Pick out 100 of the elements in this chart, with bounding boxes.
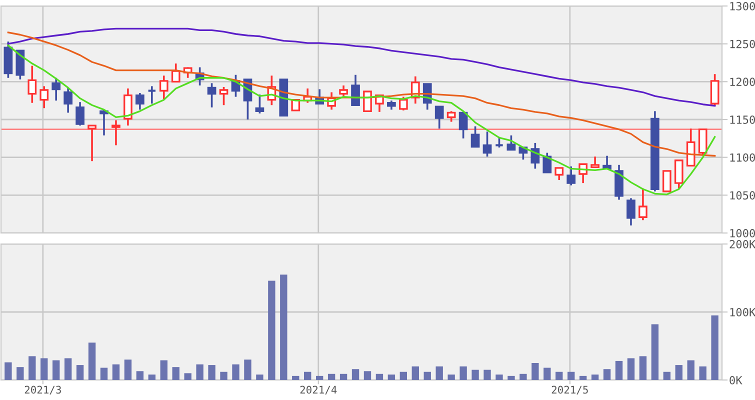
candlestick — [398, 96, 408, 112]
candlestick — [387, 100, 396, 111]
bar — [148, 374, 156, 380]
bar — [340, 374, 348, 380]
bar — [603, 369, 611, 380]
bar — [484, 370, 491, 380]
candlestick — [698, 128, 708, 156]
bar — [136, 371, 144, 380]
candlestick — [64, 86, 72, 114]
candlestick — [52, 76, 61, 102]
bar — [124, 360, 132, 380]
candlestick — [590, 156, 600, 169]
candlestick — [339, 84, 348, 98]
bar — [675, 365, 682, 380]
bar — [520, 374, 527, 380]
candlestick — [686, 128, 696, 167]
bar — [28, 356, 36, 380]
candlestick — [662, 170, 672, 192]
y-tick-label: 1300 — [730, 2, 755, 10]
x-tick-label: 2021/4 — [300, 386, 337, 394]
candlestick — [363, 90, 372, 112]
y-tick-label: 1200 — [730, 78, 755, 86]
bar — [615, 360, 623, 380]
bar — [328, 374, 336, 380]
bar — [591, 374, 599, 380]
bar — [448, 374, 455, 380]
bar — [280, 274, 288, 380]
candlestick — [171, 62, 180, 83]
candlestick — [207, 82, 216, 108]
bar — [568, 372, 575, 380]
candlestick — [255, 94, 264, 114]
y-tick-label: 1150 — [730, 116, 755, 124]
candlestick — [482, 130, 492, 158]
bar — [388, 374, 396, 380]
bar — [364, 371, 372, 380]
bar — [64, 358, 72, 380]
bar — [172, 367, 180, 380]
bar — [208, 365, 216, 380]
candlestick — [28, 64, 37, 104]
bar — [40, 358, 48, 380]
bar — [699, 366, 706, 380]
bar — [412, 366, 419, 380]
bar — [400, 372, 408, 380]
line-series — [7, 32, 716, 157]
bar — [316, 376, 324, 380]
candlestick — [136, 92, 144, 111]
y-tick-label: 1000 — [730, 229, 755, 238]
candlestick — [147, 85, 157, 105]
line-series — [7, 44, 716, 196]
y-tick-label: 1050 — [730, 191, 755, 200]
candlestick — [112, 119, 120, 146]
candlestick — [40, 85, 49, 110]
bar — [424, 372, 431, 380]
y-tick-label: 1100 — [730, 153, 755, 162]
bar — [292, 376, 300, 380]
bar — [627, 358, 635, 380]
bar — [639, 356, 647, 380]
candlestick — [674, 158, 684, 190]
bar — [651, 324, 659, 380]
bar — [544, 368, 551, 380]
bar — [196, 364, 204, 380]
bar — [232, 364, 240, 380]
candlestick — [76, 101, 84, 126]
line-series — [7, 28, 716, 107]
candlestick — [88, 124, 96, 162]
bar — [352, 369, 360, 380]
candlestick — [124, 88, 132, 126]
candlestick — [566, 166, 576, 186]
x-tick-label: 2021/5 — [552, 386, 588, 394]
bar — [256, 374, 264, 380]
bar — [88, 342, 96, 380]
bar — [556, 372, 563, 380]
candlestick — [554, 167, 564, 181]
bar — [4, 362, 12, 380]
candlestick — [159, 74, 168, 100]
bar — [304, 372, 312, 380]
bar — [711, 315, 718, 380]
bar — [436, 366, 443, 380]
bar — [472, 370, 479, 380]
bar — [220, 372, 228, 380]
bar — [52, 360, 60, 380]
candlestick — [219, 86, 228, 106]
candlestick — [434, 106, 444, 130]
candlestick — [446, 110, 456, 123]
bar — [112, 364, 120, 380]
bar — [532, 363, 539, 380]
bar — [663, 372, 670, 380]
candlestick — [470, 125, 480, 148]
bar — [496, 374, 503, 380]
candlestick — [351, 74, 360, 106]
bar — [244, 360, 252, 380]
bar — [687, 360, 694, 380]
bar — [16, 367, 24, 380]
bar — [184, 373, 192, 380]
bar — [508, 376, 515, 380]
bar — [579, 376, 587, 380]
candlestick — [506, 134, 516, 151]
candlestick — [458, 112, 468, 140]
candlestick — [638, 187, 648, 222]
bar — [268, 280, 276, 380]
